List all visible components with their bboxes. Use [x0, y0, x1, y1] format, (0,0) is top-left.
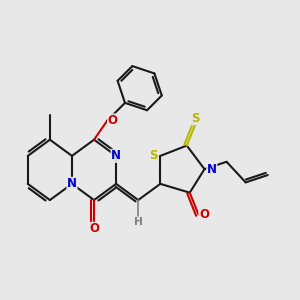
Text: S: S: [150, 149, 158, 162]
Text: S: S: [191, 112, 200, 125]
Text: O: O: [199, 208, 209, 221]
Text: N: N: [111, 149, 121, 162]
Text: O: O: [108, 114, 118, 127]
Text: N: N: [67, 177, 77, 190]
Text: O: O: [89, 222, 99, 236]
Text: N: N: [207, 163, 217, 176]
Text: H: H: [134, 217, 143, 227]
